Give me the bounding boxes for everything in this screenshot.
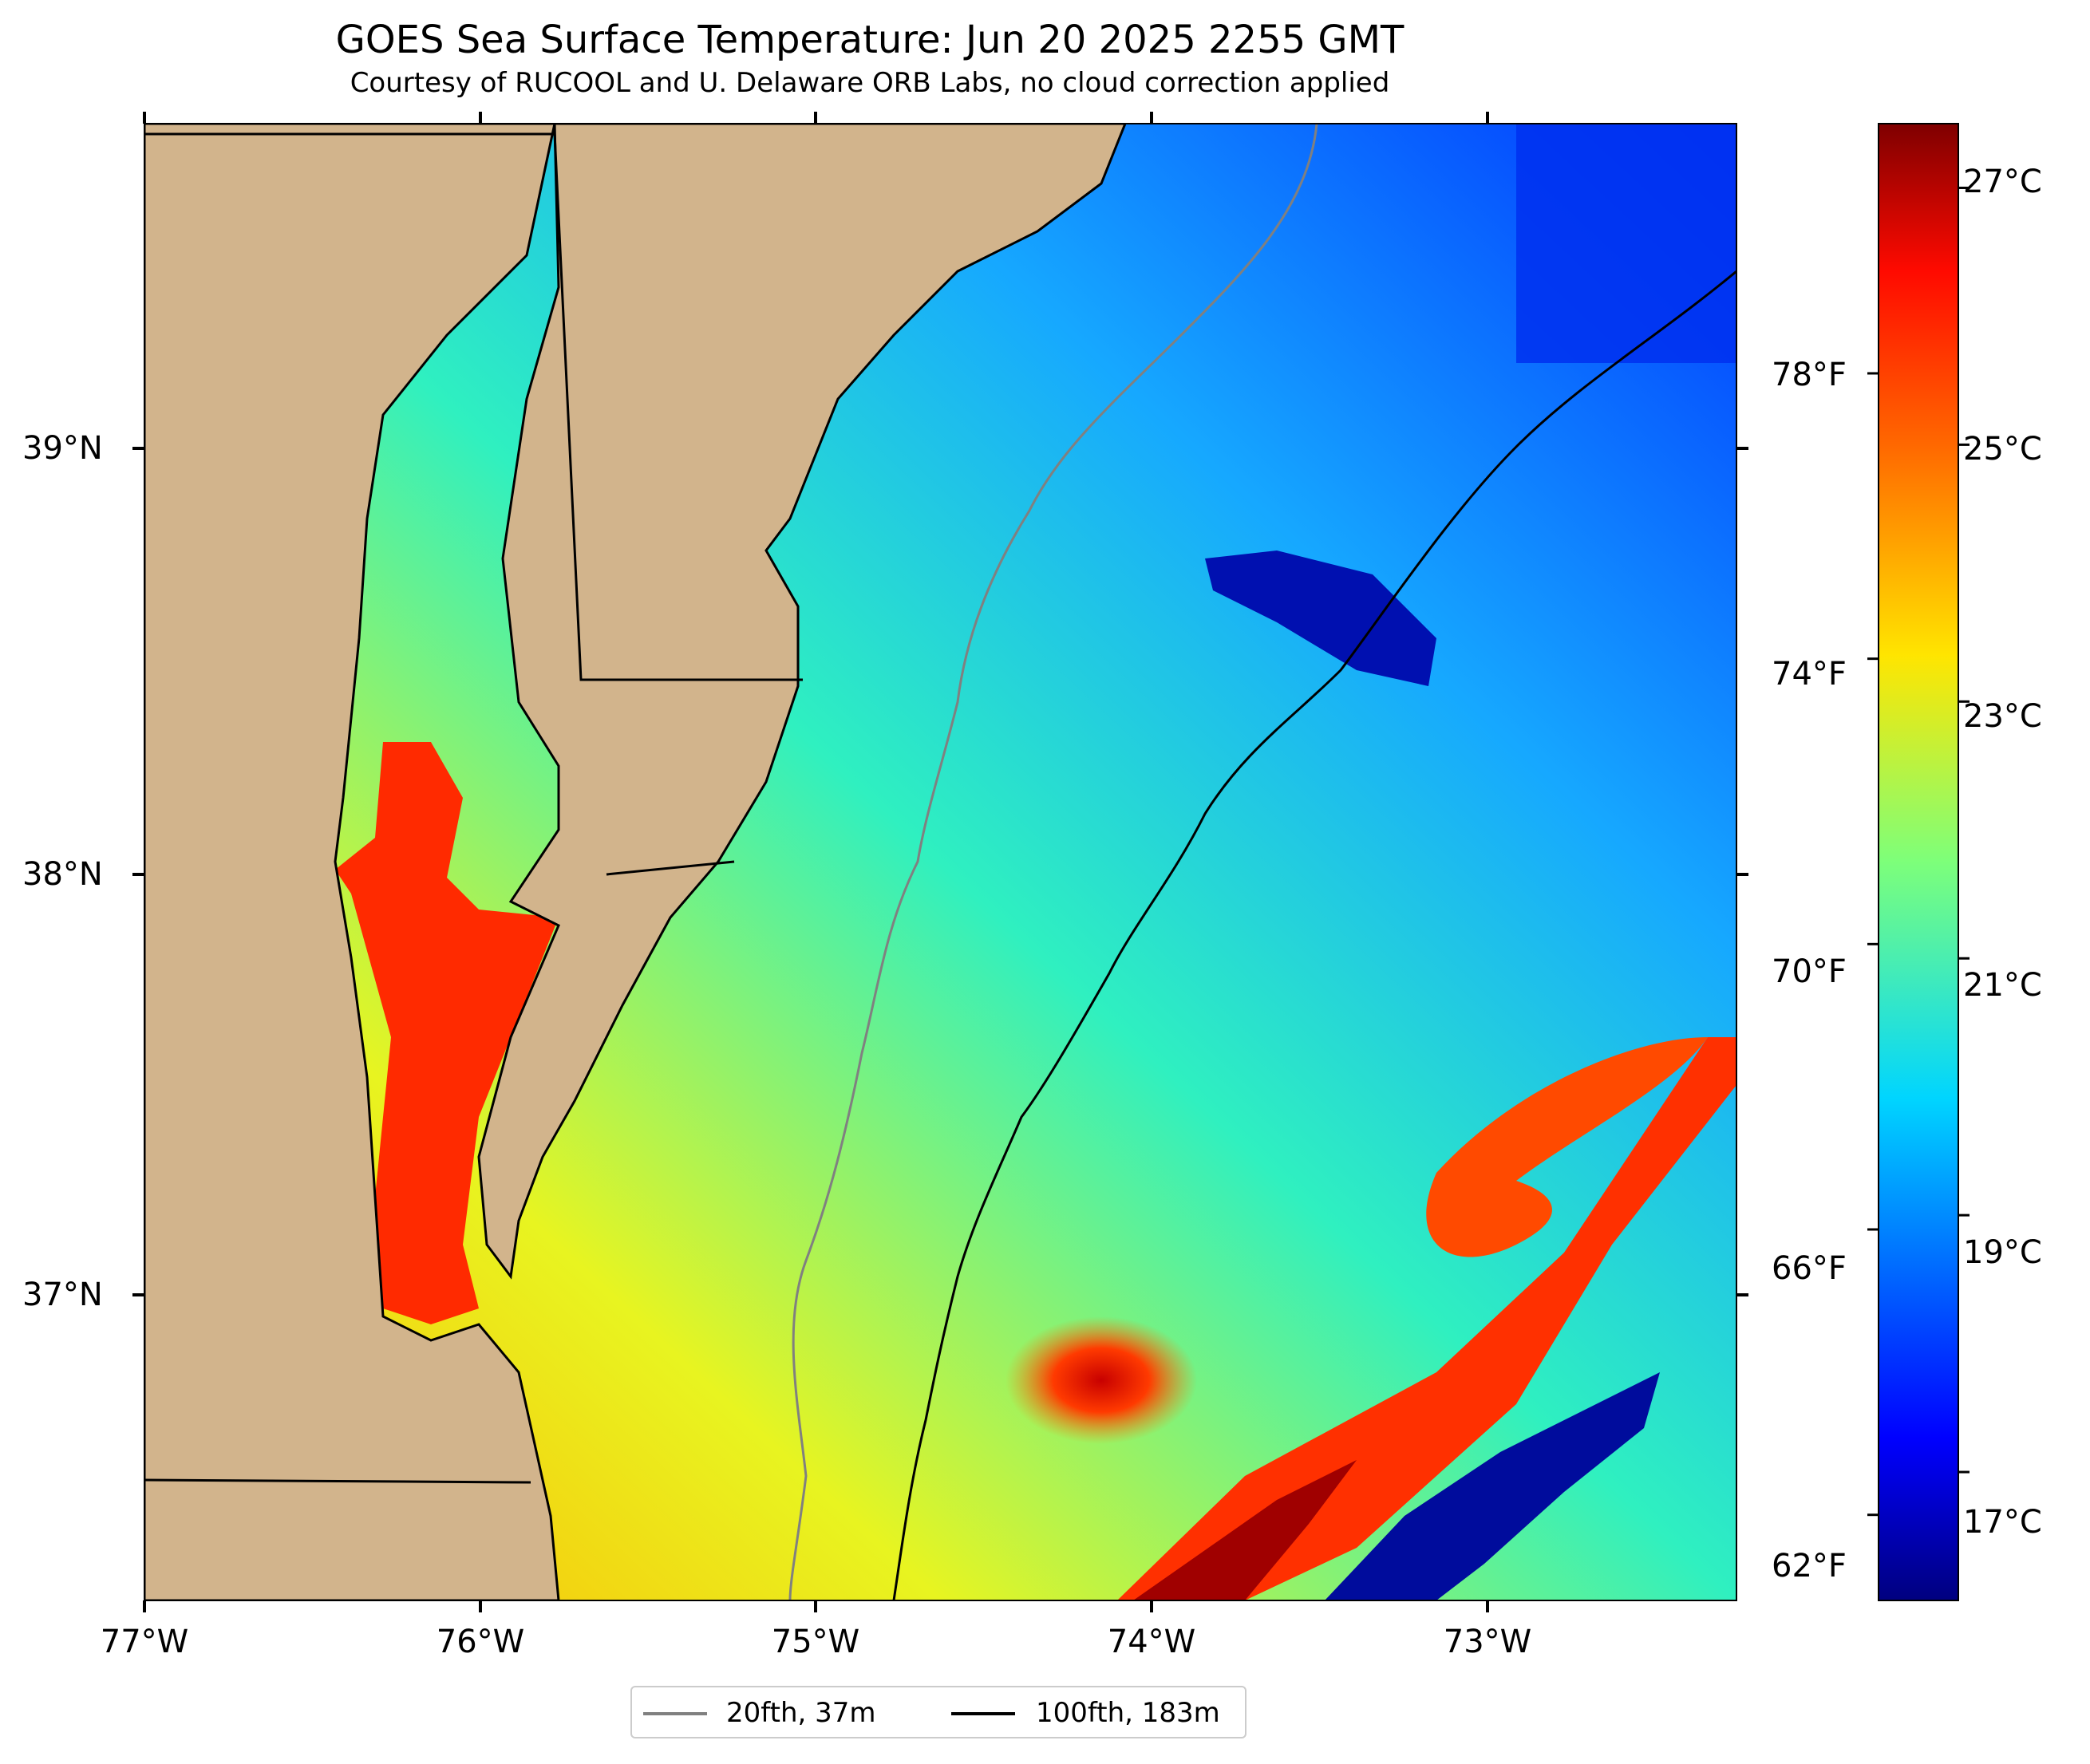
cold-patch-southeast (1325, 1372, 1660, 1600)
colorbar (1867, 123, 1969, 1601)
y-tick-label: 38°N (22, 856, 103, 893)
warm-patch (1005, 1316, 1197, 1444)
colorbar-celsius-label: 21°C (1963, 967, 2042, 1004)
colorbar-celsius-label: 19°C (1963, 1234, 2042, 1271)
colorbar-ticks (1867, 186, 1969, 1517)
colorbar-celsius-label: 23°C (1963, 698, 2042, 735)
colorbar-gradient (1878, 123, 1959, 1601)
contour-20fth (788, 124, 1318, 1600)
y-tick-label: 37°N (22, 1277, 103, 1313)
state-borders (144, 132, 803, 1484)
x-tick-label: 73°W (1443, 1624, 1532, 1660)
land-delmarva (477, 124, 1127, 1280)
colorbar-celsius-label: 27°C (1963, 164, 2042, 200)
warm-gulf-stream-filament (1117, 1037, 1736, 1600)
contour-100fth (892, 270, 1736, 1600)
map-frame (144, 123, 1737, 1601)
colorbar-celsius-label: 25°C (1963, 431, 2042, 468)
y-tick-label: 39°N (22, 430, 103, 467)
warm-eddy (1426, 1037, 1708, 1257)
colorbar-fahrenheit-label: 74°F (1772, 656, 1847, 693)
map-plot-area (144, 124, 1736, 1600)
cold-patch-offshore (1205, 551, 1436, 686)
legend-label-100fth: 100fth, 183m (1036, 1697, 1220, 1729)
x-tick-label: 77°W (100, 1624, 189, 1660)
colorbar-fahrenheit-label: 78°F (1772, 357, 1847, 393)
legend-label-20fth: 20fth, 37m (726, 1697, 876, 1729)
axis-ticks (132, 112, 1748, 1612)
x-tick-label: 74°W (1107, 1624, 1196, 1660)
colorbar-fahrenheit-label: 66°F (1772, 1250, 1847, 1287)
legend-swatch-20fth (643, 1712, 707, 1715)
cold-area-northeast (1516, 124, 1736, 363)
land-masses (144, 124, 1127, 1600)
colorbar-fahrenheit-label: 62°F (1772, 1548, 1847, 1584)
contour-legend: 20fth, 37m 100fth, 183m (630, 1686, 1246, 1738)
chesapeake-warm-water (335, 742, 559, 1324)
land-western-shore (144, 124, 560, 1600)
colorbar-fahrenheit-label: 70°F (1772, 953, 1847, 990)
x-tick-label: 75°W (771, 1624, 860, 1660)
legend-swatch-100fth (951, 1712, 1015, 1715)
hot-core (1133, 1460, 1357, 1600)
x-tick-label: 76°W (436, 1624, 525, 1660)
map-subtitle: Courtesy of RUCOOL and U. Delaware ORB L… (350, 67, 1390, 99)
colorbar-celsius-label: 17°C (1963, 1504, 2042, 1541)
map-title: GOES Sea Surface Temperature: Jun 20 202… (335, 18, 1405, 62)
